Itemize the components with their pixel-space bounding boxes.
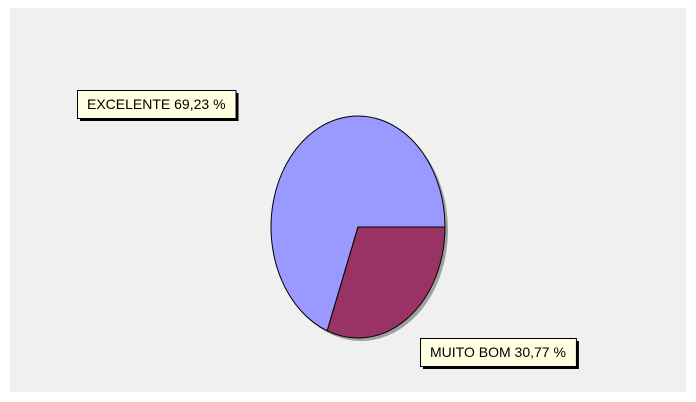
pie-slice <box>270 115 446 332</box>
data-label: EXCELENTE 69,23 % <box>77 90 239 121</box>
label-text: EXCELENTE 69,23 % <box>87 96 226 112</box>
data-label: MUITO BOM 30,77 % <box>420 338 579 369</box>
category-label: EXCELENTE <box>87 96 170 112</box>
labels: EXCELENTE 69,23 % MUITO BOM 30,77 % <box>77 90 579 369</box>
label-box <box>420 338 577 367</box>
label-box <box>77 90 237 119</box>
category-label: MUITO BOM <box>430 344 511 360</box>
value-label: 69,23 % <box>174 96 225 112</box>
pie <box>270 115 448 341</box>
pie-slice <box>326 226 446 339</box>
value-label: 30,77 % <box>515 344 566 360</box>
label-text: MUITO BOM 30,77 % <box>430 344 566 360</box>
